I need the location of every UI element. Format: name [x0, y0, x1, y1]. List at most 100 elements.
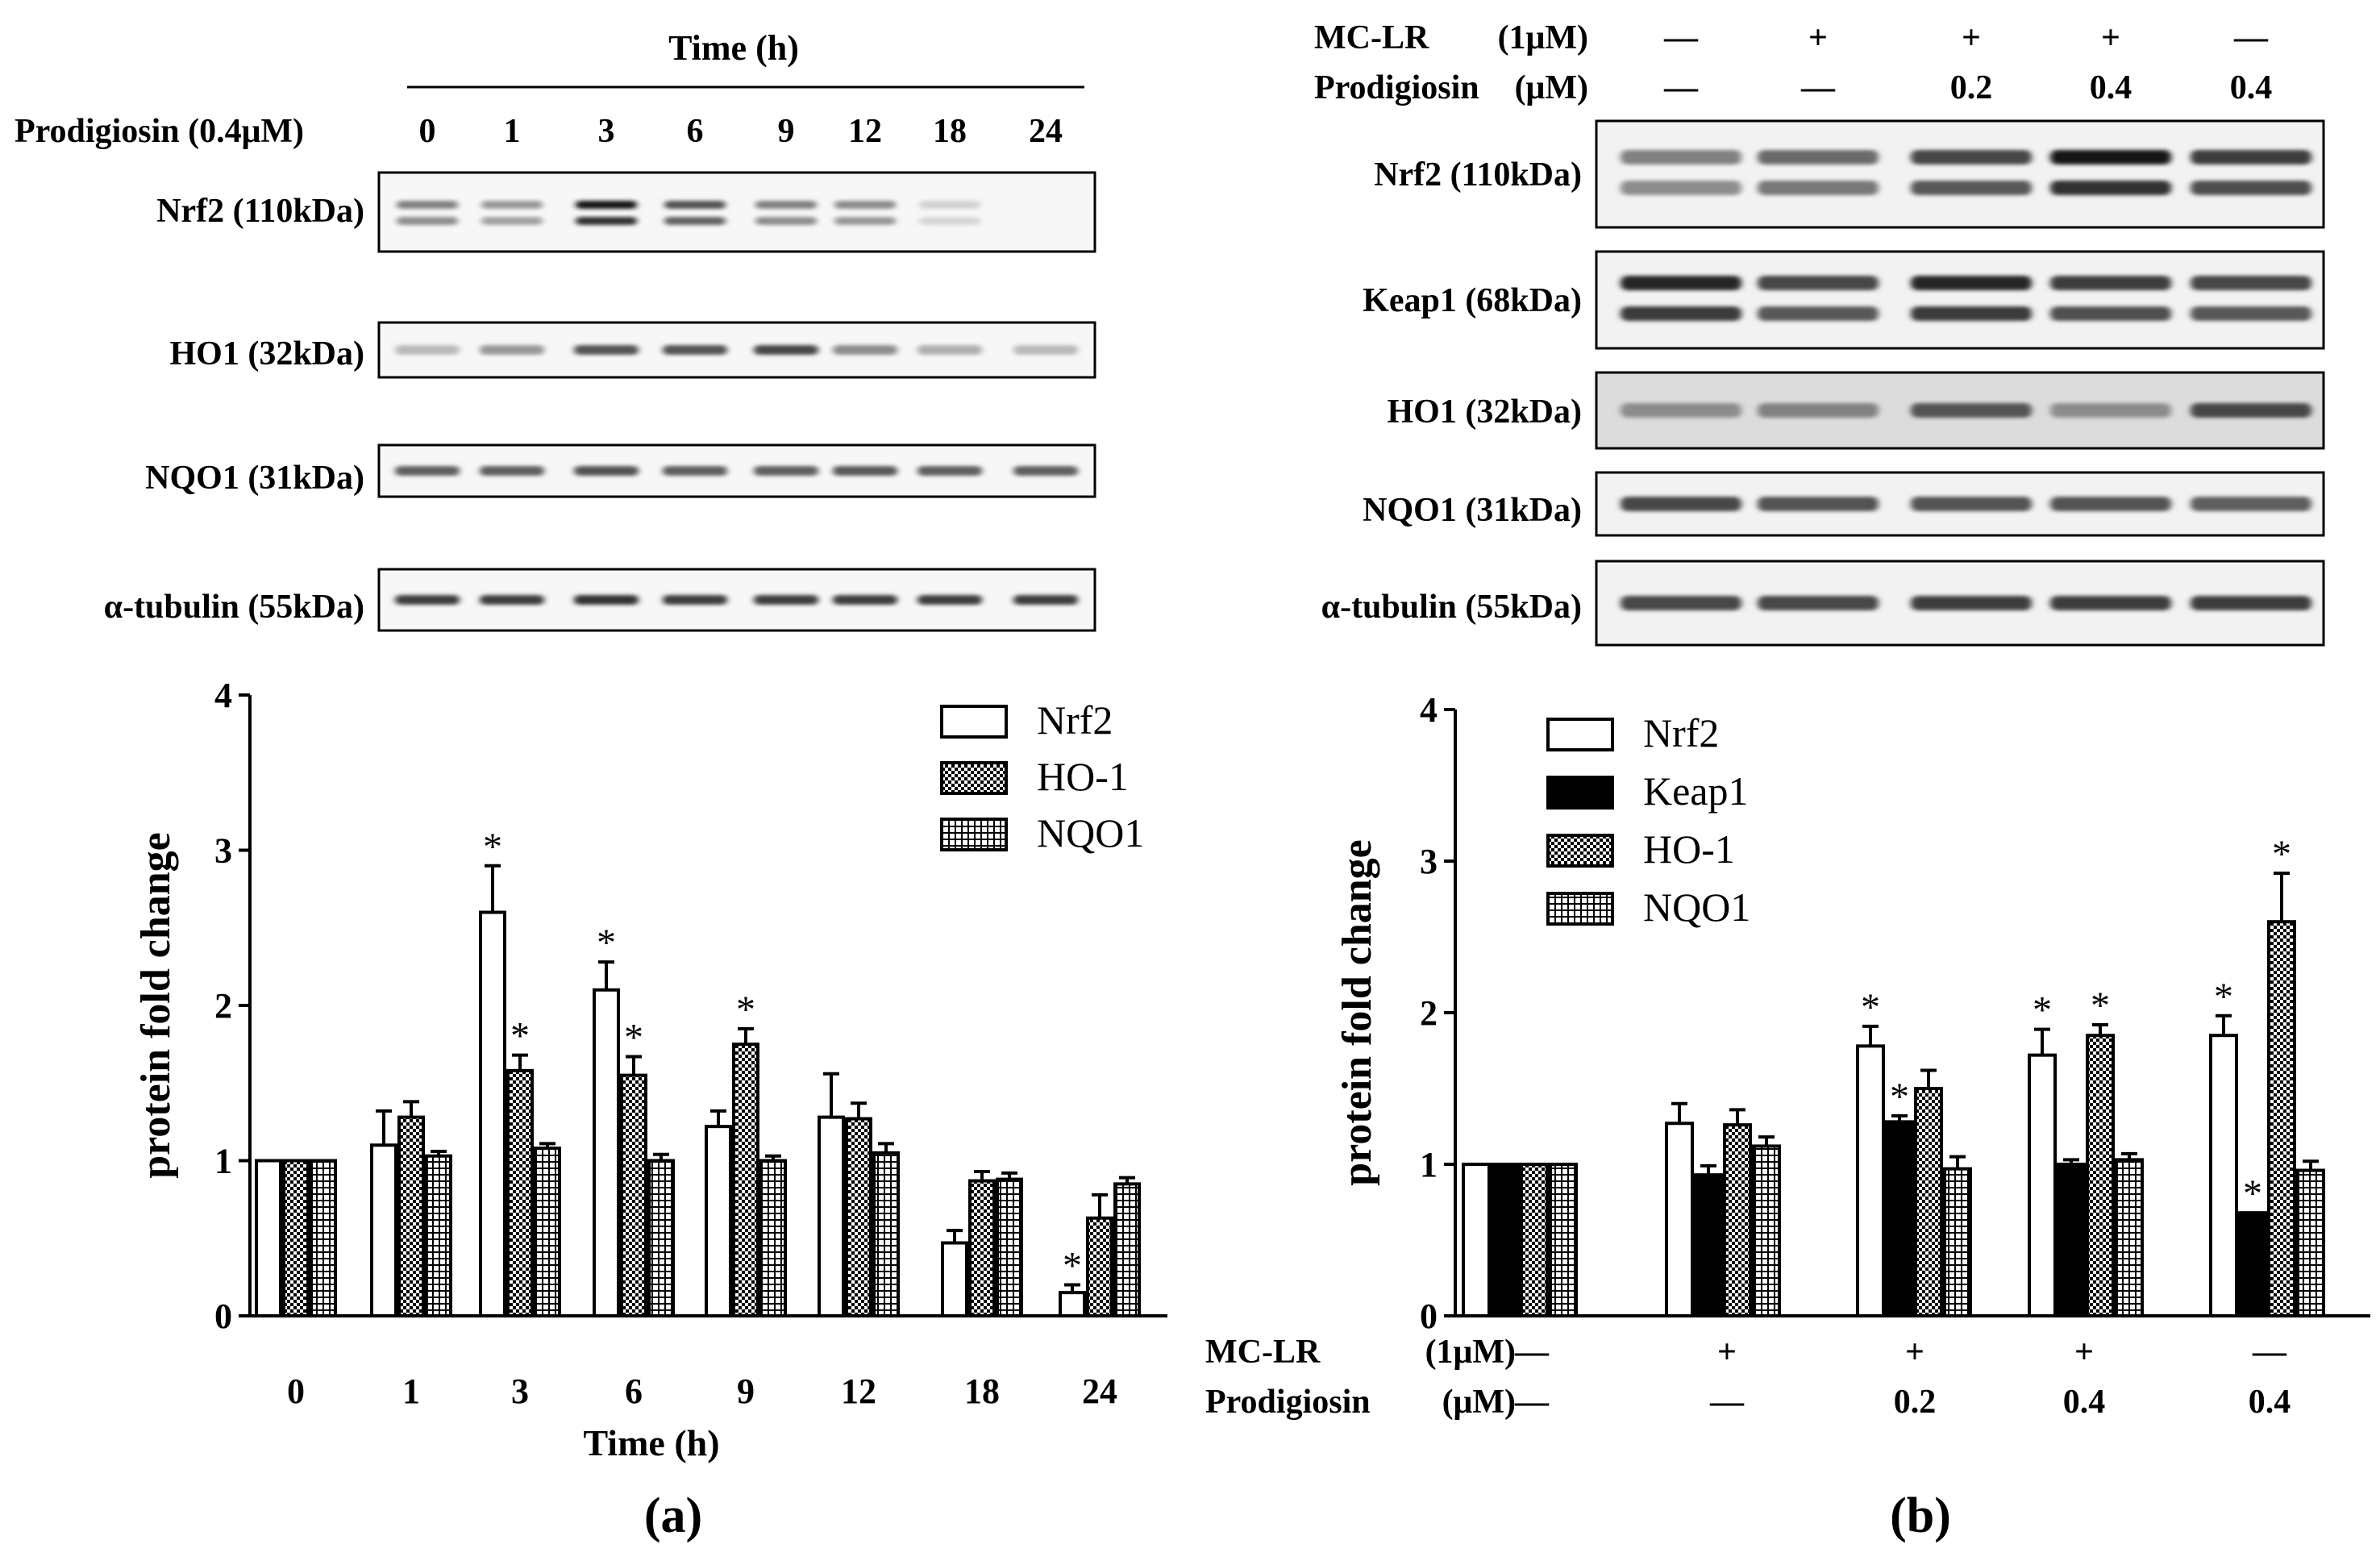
bar [370, 1143, 397, 1317]
blot-band [833, 466, 897, 476]
blot-row-label: Nrf2 (110kDa) [156, 193, 364, 230]
significance-star: * [510, 1015, 530, 1058]
blot-band [576, 201, 637, 209]
significance-star: * [624, 1017, 643, 1059]
series-keap1: ** [1491, 1076, 2267, 1318]
legend-label: HO-1 [1643, 826, 1735, 872]
y-tick-label: 2 [1420, 993, 1438, 1033]
bar [479, 910, 506, 1317]
lane-label: 18 [933, 113, 967, 150]
blot-band [1758, 276, 1879, 290]
blot-frame [377, 171, 1096, 253]
blot-band [1758, 497, 1879, 511]
condition-value: — [1800, 69, 1836, 106]
blot-band [834, 201, 896, 209]
bar [1943, 1167, 1972, 1318]
blot-frame [1595, 250, 2325, 350]
blot-band [397, 201, 458, 209]
blot-band [1621, 276, 1741, 290]
legend-swatch [1546, 718, 1614, 751]
legend-swatch [1546, 776, 1614, 810]
blot-band [2191, 276, 2311, 290]
blot-band [1621, 596, 1741, 610]
blot-band [574, 466, 639, 476]
blot-band [919, 217, 980, 225]
bar [1723, 1123, 1752, 1317]
blot-band [2050, 403, 2171, 418]
time-header: Time (h) [668, 28, 799, 68]
series-nqo1 [1549, 1135, 2325, 1318]
blot-band [1621, 181, 1741, 195]
bar [282, 1159, 310, 1317]
y-tick-label: 0 [214, 1297, 232, 1336]
x-tick-label: 24 [1082, 1371, 1117, 1411]
blot-band [480, 595, 544, 605]
lane-label: 0 [419, 113, 436, 150]
blot-band [1621, 306, 1741, 321]
x-condition-row: MC-LR (1μM) — + + + — [1205, 1334, 2287, 1371]
blot-band [664, 201, 726, 209]
significance-star: * [2033, 989, 2052, 1032]
bar [2086, 1034, 2115, 1317]
lane-label: 1 [504, 113, 521, 150]
blot-band [1758, 596, 1879, 610]
significance-star: * [2272, 833, 2291, 876]
blot-band [2050, 150, 2171, 164]
legend-label: Nrf2 [1643, 710, 1719, 755]
x-condition-value: 0.2 [1894, 1384, 1937, 1421]
blot-band [2191, 497, 2311, 511]
bar [1086, 1216, 1113, 1317]
lane-labels: 0 1 3 6 9 12 18 24 [419, 113, 1063, 150]
panel-label-b: (b) [1890, 1488, 1951, 1543]
blot-row: Nrf2 (110kDa) [156, 171, 1096, 253]
y-tick-label: 0 [1420, 1297, 1438, 1336]
bar [2115, 1158, 2144, 1317]
blot-band [395, 466, 460, 476]
blot-frame [1595, 119, 2325, 229]
x-condition-value: + [1905, 1334, 1924, 1371]
blot-band [574, 595, 639, 605]
blot-band [2050, 596, 2171, 610]
x-condition-value: + [1717, 1334, 1737, 1371]
x-condition-unit: (1μM) [1425, 1334, 1516, 1371]
blot-band [1911, 596, 2032, 610]
condition-value: 0.2 [1950, 69, 1993, 106]
bar [425, 1154, 452, 1317]
legend-swatch [1546, 834, 1614, 868]
blot-band [917, 595, 982, 605]
bar [593, 988, 620, 1317]
significance-star: * [1063, 1245, 1082, 1288]
blot-band [754, 595, 818, 605]
blot-band [397, 217, 458, 225]
legend: Nrf2 Keap1 HO-1 NQO1 [1546, 710, 1750, 930]
blot-band [2050, 181, 2171, 195]
bar [506, 1068, 534, 1317]
bar [1752, 1144, 1781, 1317]
blot-band [2050, 306, 2171, 321]
blot-band [664, 217, 726, 225]
panel-label-a: (a) [644, 1488, 702, 1543]
blot-row: NQO1 (31kDa) [1363, 471, 2325, 537]
condition-label: MC-LR [1314, 19, 1429, 56]
x-condition-value: 0.4 [2063, 1384, 2106, 1421]
x-tick-label: 12 [841, 1371, 876, 1411]
x-tick-label: 0 [287, 1371, 305, 1411]
blot-row: NQO1 (31kDa) [145, 443, 1096, 498]
blot-row: α-tubulin (55kDa) [1321, 560, 2325, 647]
blot-band [481, 201, 543, 209]
treatment-label: Prodigiosin (0.4μM) [15, 113, 304, 150]
legend: Nrf2 HO-1 NQO1 [940, 697, 1144, 855]
significance-star: * [1861, 986, 1880, 1029]
condition-unit: (1μM) [1498, 19, 1588, 56]
condition-value: 0.4 [2230, 69, 2273, 106]
bar [1665, 1122, 1694, 1317]
blot-band [917, 345, 982, 355]
blot-band [576, 217, 637, 225]
blot-band [2191, 596, 2311, 610]
series-nqo1 [310, 1142, 1141, 1317]
bar [845, 1117, 872, 1318]
bar [397, 1115, 425, 1317]
condition-value: + [1962, 19, 1981, 56]
